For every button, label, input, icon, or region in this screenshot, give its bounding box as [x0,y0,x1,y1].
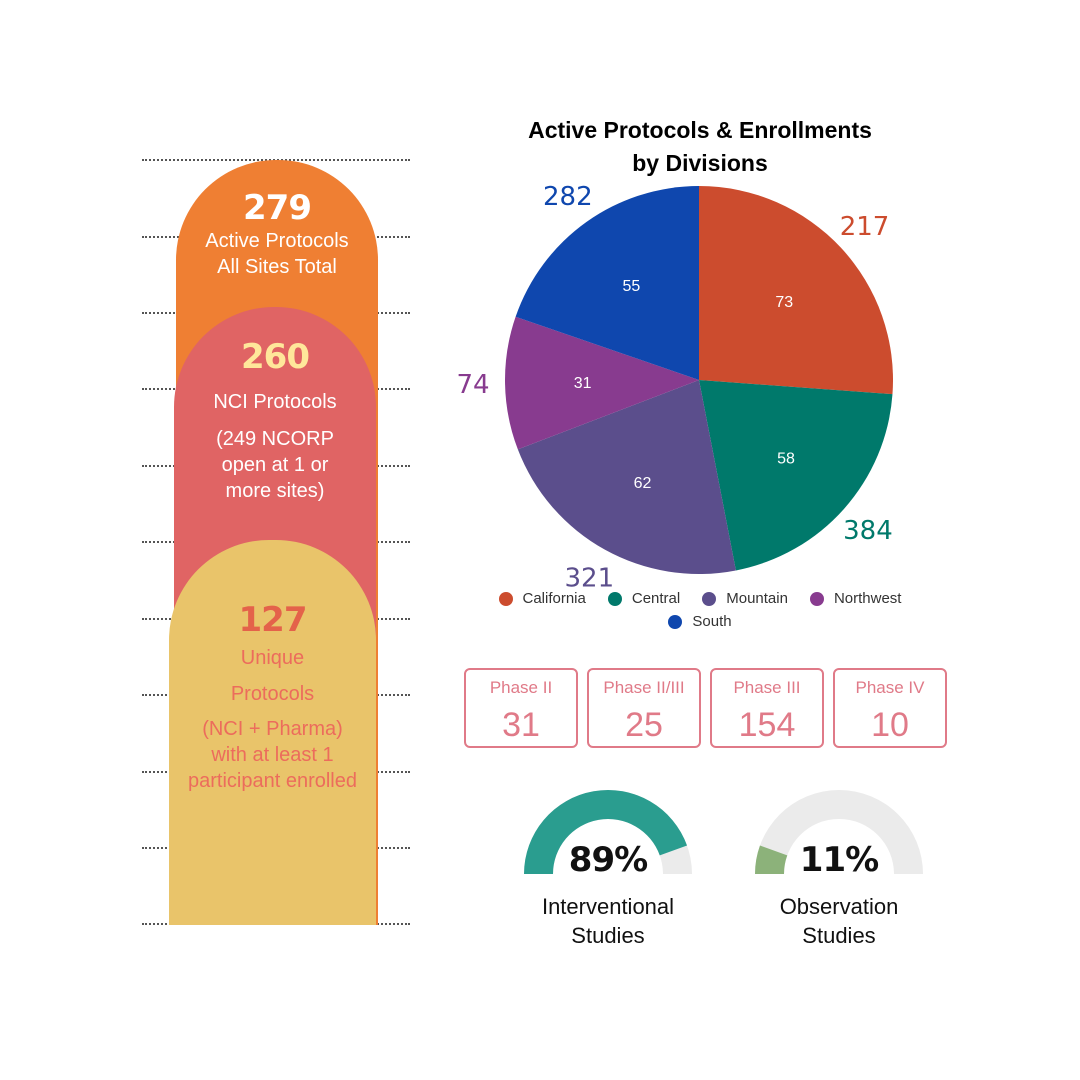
legend-item-california: California [498,590,586,607]
gauge-fill [755,845,788,874]
gauge-arc [524,790,692,874]
unique-value: 127 [238,600,308,640]
legend-label: Mountain [726,590,788,607]
chart-title-line1: Active Protocols & Enrollments [528,117,872,143]
legend-row: South [460,613,940,630]
legend-swatch [809,591,824,606]
chart-title-line2: by Divisions [632,150,768,176]
legend-row: California Central Mountain Northwest [460,590,940,607]
phase-value: 31 [502,706,540,744]
legend-swatch [668,614,683,629]
gauge-label-line2: Studies [571,923,645,948]
legend-item-northwest: Northwest [809,590,902,607]
legend-swatch [498,591,513,606]
phase-label: Phase II [489,678,553,697]
phase-box-phase-4: Phase IV 10 [833,668,947,748]
interventional-gauge: 89% Interventional Studies [508,790,708,948]
legend-item-central: Central [607,590,681,607]
nci-sublabel: (249 NCORP open at 1 or more sites) [216,428,334,502]
active-total-value: 279 [243,188,312,228]
pie-slice-south [515,186,699,380]
nci-label: NCI Protocols [213,391,337,413]
observation-gauge: 11% Observation Studies [739,790,939,948]
active-total-label: Active Protocols All Sites Total [205,230,349,278]
phase-label: Phase III [733,678,801,697]
slice-inner-label: 62 [634,475,652,492]
gauge-label: Interventional Studies [488,892,728,950]
phase-label: Phase II/III [603,678,685,697]
pie-slice-northwest [504,316,699,450]
phase-value: 25 [625,706,663,744]
phase-box-phase-2-3: Phase II/III 25 [587,668,701,748]
slice-outer-label: 282 [543,182,593,212]
nci-value: 260 [241,337,310,377]
unique-label-line2: Protocols [230,683,315,705]
gauge-track [755,790,923,874]
legend-swatch [702,591,717,606]
phase-value: 154 [738,706,796,744]
phase-value: 10 [871,706,909,744]
phase-label: Phase IV [855,678,925,697]
phase-box-phase-3: Phase III 154 [710,668,824,748]
legend-label: Central [631,590,681,607]
chart-title: Active Protocols & Enrollments by Divisi… [470,114,930,180]
pie-slice-mountain [517,380,736,574]
gauge-percent: 11% [799,840,879,880]
pie-slice-california [699,186,893,395]
unique-sublabel: (NCI + Pharma) with at least 1 participa… [188,718,357,792]
gauge-percent: 89% [568,840,648,880]
slice-inner-label: 73 [775,294,793,311]
chart-legend: California Central Mountain Northwest So… [460,590,940,636]
pie-slice-central [699,380,893,571]
legend-item-south: South [668,613,732,630]
slice-inner-label: 55 [623,278,641,295]
unique-protocols-arch: 127 Unique Protocols (NCI + Pharma) with… [169,540,376,925]
gauge-fill [524,790,688,874]
legend-label: South [692,613,732,630]
slice-outer-label: 384 [843,516,893,546]
legend-swatch [607,591,622,606]
legend-label: Northwest [833,590,902,607]
legend-item-mountain: Mountain [702,590,788,607]
legend-label: California [522,590,586,607]
slice-outer-label: 74 [456,370,489,400]
unique-label-line1: Unique [240,647,305,669]
slice-outer-label: 217 [840,212,890,242]
slice-inner-label: 58 [777,450,795,467]
gauge-arc [755,790,923,874]
gauge-label-line1: Observation [779,894,899,919]
gauge-label: Observation Studies [719,892,959,950]
slice-inner-label: 31 [574,375,592,392]
gauge-label-line2: Studies [802,923,876,948]
gauge-label-line1: Interventional [541,894,675,919]
slice-outer-label: 321 [565,564,615,594]
phase-box-phase-2: Phase II 31 [464,668,578,748]
